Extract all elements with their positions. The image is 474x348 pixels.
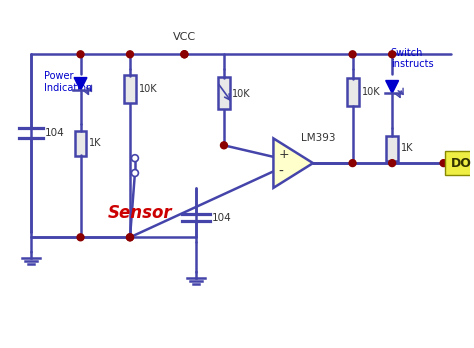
Circle shape bbox=[127, 234, 134, 241]
Circle shape bbox=[181, 51, 188, 58]
Circle shape bbox=[77, 51, 84, 58]
Circle shape bbox=[389, 160, 396, 167]
Polygon shape bbox=[74, 78, 87, 90]
FancyBboxPatch shape bbox=[386, 136, 398, 161]
FancyBboxPatch shape bbox=[346, 78, 358, 106]
Text: 1K: 1K bbox=[90, 139, 102, 148]
Circle shape bbox=[131, 169, 138, 176]
Circle shape bbox=[181, 51, 188, 58]
Text: Power
Indication: Power Indication bbox=[45, 71, 92, 93]
Circle shape bbox=[77, 234, 84, 241]
Text: 10K: 10K bbox=[362, 87, 380, 97]
Text: VCC: VCC bbox=[173, 32, 196, 42]
Circle shape bbox=[127, 51, 134, 58]
Text: 104: 104 bbox=[45, 128, 64, 139]
Text: DO: DO bbox=[451, 157, 472, 169]
Text: 10K: 10K bbox=[232, 89, 250, 99]
Circle shape bbox=[389, 51, 396, 58]
Circle shape bbox=[182, 52, 187, 57]
FancyBboxPatch shape bbox=[74, 131, 86, 156]
Text: 10K: 10K bbox=[139, 84, 157, 94]
Polygon shape bbox=[273, 139, 313, 188]
Text: Sensor: Sensor bbox=[108, 204, 172, 222]
Text: -: - bbox=[278, 164, 283, 179]
Circle shape bbox=[131, 155, 138, 161]
Text: 1K: 1K bbox=[401, 143, 413, 153]
Text: +: + bbox=[278, 148, 289, 161]
Text: LM393: LM393 bbox=[301, 133, 336, 143]
FancyBboxPatch shape bbox=[445, 151, 474, 175]
Circle shape bbox=[127, 234, 134, 241]
Text: Switch
instructs: Switch instructs bbox=[391, 48, 433, 69]
FancyBboxPatch shape bbox=[124, 75, 136, 103]
Circle shape bbox=[440, 160, 447, 167]
Circle shape bbox=[349, 160, 356, 167]
Circle shape bbox=[220, 142, 228, 149]
Text: 104: 104 bbox=[212, 213, 232, 222]
Circle shape bbox=[349, 51, 356, 58]
FancyBboxPatch shape bbox=[218, 77, 230, 109]
Polygon shape bbox=[386, 80, 399, 93]
